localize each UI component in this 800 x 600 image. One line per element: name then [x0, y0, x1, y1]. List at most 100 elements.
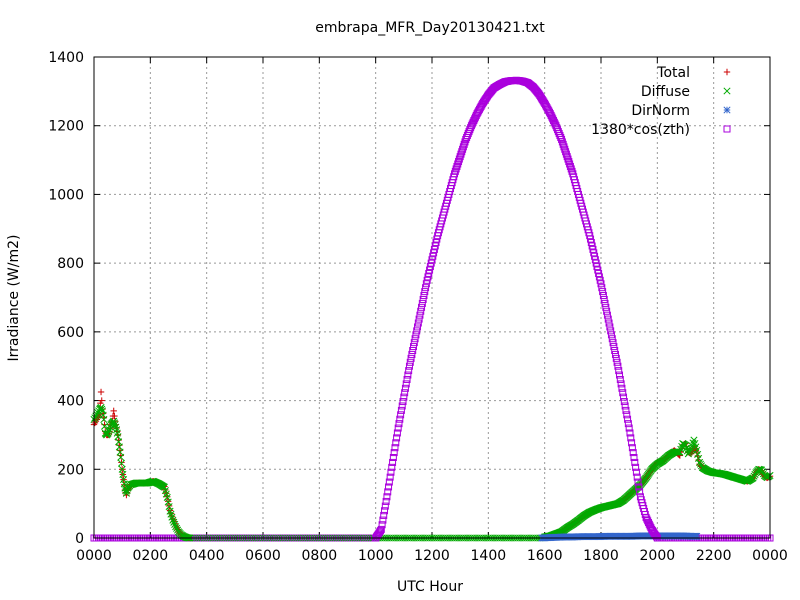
data-point-interp — [613, 358, 621, 366]
data-point-interp — [634, 478, 642, 486]
y-tick-label: 800 — [57, 256, 84, 272]
data-point-interp — [526, 81, 534, 89]
legend-label: 1380*cos(zth) — [591, 122, 690, 138]
data-point-interp — [120, 480, 128, 488]
data-point-interp — [453, 162, 461, 170]
data-point-interp — [397, 411, 405, 419]
data-point — [400, 393, 408, 401]
data-point-interp — [562, 148, 570, 156]
data-point-interp — [396, 415, 404, 423]
data-point-interp — [393, 429, 401, 437]
data-point-interp — [650, 529, 658, 537]
data-point-interp — [419, 295, 427, 303]
data-point-interp — [765, 472, 773, 480]
data-point-interp — [393, 434, 401, 442]
data-point-interp — [91, 414, 99, 422]
series-1380-cos-zth- — [372, 76, 661, 542]
data-point-interp — [170, 518, 178, 526]
x-tick-label: 1600 — [527, 548, 563, 564]
x-tick-label: 2000 — [640, 548, 676, 564]
data-point-interp — [620, 398, 628, 406]
legend-marker — [723, 87, 731, 95]
data-point-interp — [623, 411, 631, 419]
data-point-interp — [598, 284, 606, 292]
data-point-interp — [418, 303, 426, 311]
data-point-interp — [758, 468, 767, 476]
data-point-interp — [402, 380, 410, 388]
data-point-interp — [410, 339, 418, 347]
data-point — [405, 362, 413, 370]
data-point-interp — [633, 473, 641, 481]
y-tick-label: 1000 — [48, 187, 84, 203]
data-point-interp — [387, 468, 395, 476]
data-point-interp — [559, 140, 567, 148]
legend-marker — [723, 106, 731, 114]
data-point-interp — [118, 459, 125, 466]
data-point-interp — [98, 405, 106, 413]
data-point-interp — [602, 303, 610, 311]
y-tick-label: 600 — [57, 325, 84, 341]
data-point-interp — [616, 375, 624, 383]
data-point-interp — [599, 292, 607, 300]
data-point-interp — [686, 446, 694, 454]
data-point-interp — [386, 473, 394, 481]
data-point-interp — [384, 488, 392, 496]
x-axis-label: UTC Hour — [397, 579, 463, 595]
data-point-interp — [459, 143, 467, 151]
data-point-interp — [636, 488, 644, 496]
data-point-interp — [385, 483, 393, 491]
data-point-interp — [652, 532, 660, 540]
data-point-interp — [414, 319, 422, 327]
data-point-interp — [622, 406, 630, 414]
data-point-interp — [171, 520, 179, 529]
data-point-interp — [605, 319, 613, 327]
data-point-interp — [412, 331, 420, 339]
data-point-interp — [418, 299, 426, 307]
data-point — [383, 493, 391, 501]
data-point-interp — [567, 165, 575, 173]
data-point — [97, 388, 105, 396]
data-point-interp — [117, 459, 126, 467]
data-point — [110, 407, 117, 415]
data-point-interp — [401, 384, 409, 392]
data-point-interp — [564, 155, 572, 163]
data-point-interp — [454, 160, 462, 168]
data-point-interp — [653, 533, 661, 541]
data-point-interp — [635, 483, 643, 491]
x-tick-label: 0000 — [76, 548, 112, 564]
data-point — [563, 153, 571, 161]
data-point-interp — [596, 276, 604, 284]
data-point-interp — [465, 128, 473, 136]
x-tick-label: 0200 — [133, 548, 169, 564]
data-point — [631, 458, 639, 466]
data-point-interp — [408, 350, 416, 358]
data-point-interp — [382, 497, 390, 505]
data-point-interp — [413, 327, 421, 335]
x-tick-label: 1000 — [358, 548, 394, 564]
data-point — [389, 458, 397, 466]
data-point — [394, 424, 402, 432]
data-point-interp — [399, 398, 407, 406]
data-point-interp — [624, 420, 632, 428]
data-point-interp — [160, 483, 168, 491]
x-tick-label: 0400 — [189, 548, 225, 564]
data-point-interp — [395, 420, 403, 428]
data-point-interp — [450, 173, 458, 181]
data-point-interp — [379, 516, 387, 524]
data-point-interp — [568, 167, 576, 175]
data-point-interp — [374, 530, 382, 538]
data-point-interp — [415, 315, 423, 323]
data-point-interp — [101, 422, 109, 430]
data-point-interp — [611, 350, 619, 358]
data-point-interp — [562, 150, 570, 158]
data-point-interp — [115, 438, 123, 446]
data-point-interp — [105, 427, 113, 436]
data-point-interp — [392, 439, 400, 447]
data-point — [172, 523, 180, 531]
data-point-interp — [599, 288, 607, 296]
data-point-interp — [459, 145, 467, 153]
legend-marker — [723, 68, 731, 76]
data-point-interp — [451, 167, 459, 175]
data-point-interp — [391, 444, 399, 452]
data-point-interp — [460, 140, 468, 148]
